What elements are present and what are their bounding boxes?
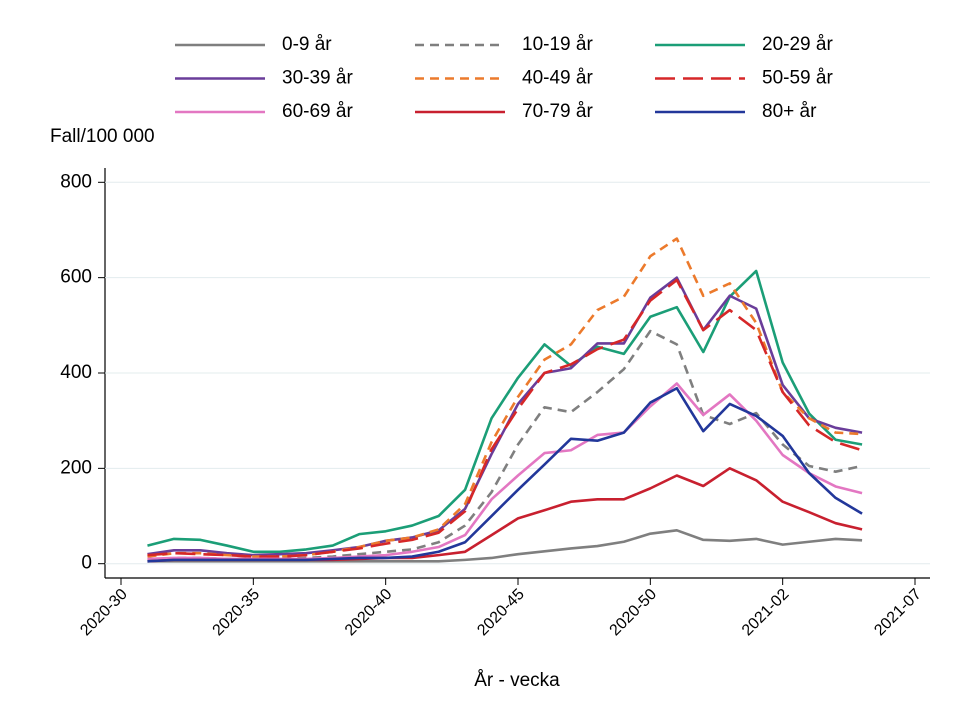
legend-label: 20-29 år	[762, 34, 833, 55]
y-tick-label: 400	[60, 362, 92, 383]
y-tick-label: 600	[60, 267, 92, 288]
x-tick-label: 2020-45	[474, 586, 528, 640]
series-line	[147, 386, 863, 563]
x-tick-label: 2020-30	[77, 586, 131, 640]
x-tick-label: 2020-40	[342, 586, 396, 640]
series-line	[147, 329, 863, 562]
legend-label: 30-39 år	[282, 68, 353, 89]
x-tick-label: 2020-35	[210, 586, 264, 640]
legend-label: 70-79 år	[522, 101, 593, 122]
legend-label: 80+ år	[762, 101, 817, 122]
legend-label: 50-59 år	[762, 68, 833, 89]
series-line	[147, 237, 863, 558]
x-tick-label: 2021-07	[871, 586, 925, 640]
series-line	[147, 382, 863, 561]
legend-label: 60-69 år	[282, 101, 353, 122]
x-tick-label: 2020-50	[607, 586, 661, 640]
legend-label: 40-49 år	[522, 68, 593, 89]
y-tick-label: 0	[81, 553, 92, 574]
legend-label: 10-19 år	[522, 34, 593, 55]
x-axis-label: År - vecka	[474, 670, 560, 691]
legend-label: 0-9 år	[282, 34, 332, 55]
series-line	[147, 467, 863, 563]
series-line	[147, 529, 863, 563]
series-line	[147, 269, 863, 554]
y-tick-label: 800	[60, 171, 92, 192]
y-tick-label: 200	[60, 457, 92, 478]
y-axis-label: Fall/100 000	[50, 126, 155, 147]
x-tick-label: 2021-02	[739, 586, 793, 640]
series-line	[147, 278, 863, 558]
